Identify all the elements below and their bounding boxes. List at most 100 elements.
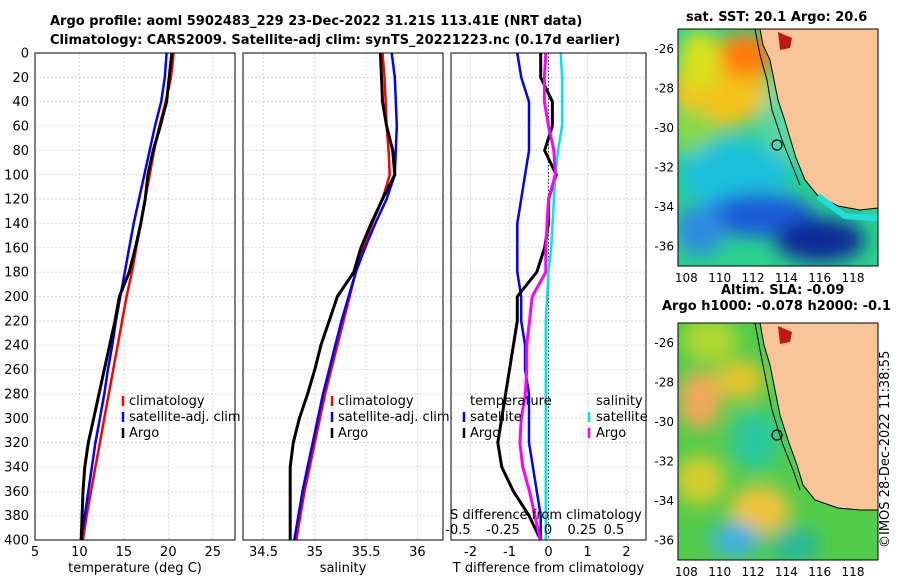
warm-patch bbox=[678, 30, 722, 90]
series-line-s-satellite bbox=[544, 52, 564, 540]
y-tick-label: 320 bbox=[4, 436, 29, 451]
sla-field bbox=[678, 323, 878, 560]
map-y-tick-label: -32 bbox=[654, 454, 674, 468]
map-x-tick-label: 112 bbox=[742, 565, 765, 579]
series-line-argo bbox=[288, 52, 397, 540]
x-tick-label: 5 bbox=[31, 545, 39, 560]
map-y-tick-label: -34 bbox=[654, 494, 674, 508]
sla-map bbox=[677, 322, 879, 561]
y-tick-label: 0 bbox=[21, 47, 29, 62]
x-tick-label: 2 bbox=[622, 545, 630, 560]
x-tick-label: -2 bbox=[464, 545, 477, 560]
figure-title-line1: Argo profile: aoml 5902483_229 23-Dec-20… bbox=[50, 14, 583, 29]
legend-label-t-argo: Argo bbox=[470, 426, 500, 441]
map-x-tick-label: 108 bbox=[675, 271, 698, 285]
map-y-tick-label: -30 bbox=[654, 415, 674, 429]
cold-patch bbox=[678, 205, 725, 255]
sla-patch bbox=[730, 485, 790, 535]
x-axis-label: temperature (deg C) bbox=[68, 561, 202, 576]
salinity-panel: 34.5 35 35.5 36 salinity bbox=[242, 52, 444, 576]
map-y-tick-label: -30 bbox=[654, 121, 674, 135]
sla-patch bbox=[715, 360, 765, 400]
map-x-tick-label: 112 bbox=[742, 271, 765, 285]
plot-frame bbox=[34, 52, 236, 541]
mid-patch bbox=[678, 108, 715, 152]
sla-patch bbox=[678, 370, 722, 430]
y-tick-label: 360 bbox=[4, 485, 29, 500]
map-axes: 108 110 112 114 116 118 -26 -28 -30 -32 -34 -36 108 1… bbox=[654, 42, 864, 579]
legend-label-t-satellite: satellite bbox=[470, 410, 522, 425]
legend-label-s-satellite: satellite bbox=[596, 410, 648, 425]
y-tick-label: 180 bbox=[4, 266, 29, 281]
argo-location-marker bbox=[771, 139, 783, 151]
x-tick-label: 10 bbox=[71, 545, 88, 560]
series-line-satellite-adj-clim bbox=[293, 52, 399, 541]
y-tick-label: 220 bbox=[4, 314, 29, 329]
map-y-tick-label: -34 bbox=[654, 200, 674, 214]
map-y-tick-label: -26 bbox=[654, 42, 674, 56]
legend-label-s-argo: Argo bbox=[596, 426, 626, 441]
x-tick-label: 15 bbox=[116, 545, 133, 560]
legend-label-climatology: climatology bbox=[129, 394, 205, 409]
y-tick-label: 200 bbox=[4, 290, 29, 305]
top-tick-label: -0.5 bbox=[445, 523, 470, 538]
legend-label-climatology: climatology bbox=[338, 394, 414, 409]
sst-field bbox=[678, 29, 878, 262]
legend-label-satellite: satellite-adj. clim bbox=[338, 410, 450, 425]
y-tick-label: 40 bbox=[12, 95, 29, 110]
x-axis-label: salinity bbox=[320, 561, 367, 576]
land-mask bbox=[759, 29, 878, 211]
x-tick-label: 1 bbox=[583, 545, 591, 560]
plot-frame bbox=[450, 52, 647, 541]
plot-frame bbox=[242, 52, 444, 541]
y-tick-label: 80 bbox=[12, 144, 29, 159]
isobath-contour bbox=[754, 29, 801, 186]
legend-title-temperature: temperature bbox=[470, 394, 552, 409]
cold-patch bbox=[775, 218, 865, 262]
map-x-tick-label: 118 bbox=[842, 271, 865, 285]
map-y-tick-label: -32 bbox=[654, 160, 674, 174]
sla-hot-spot bbox=[778, 326, 792, 344]
x-tick-label: 35.5 bbox=[352, 545, 381, 560]
sla-patch bbox=[682, 323, 738, 362]
y-tick-label: 300 bbox=[4, 412, 29, 427]
map-y-tick-label: -36 bbox=[654, 239, 674, 253]
sla-patch bbox=[710, 522, 760, 558]
map-x-tick-label: 108 bbox=[675, 565, 698, 579]
map-x-tick-label: 110 bbox=[708, 565, 731, 579]
y-tick-label: 60 bbox=[12, 120, 29, 135]
warm-patch bbox=[715, 33, 775, 77]
sla-patch bbox=[730, 410, 780, 470]
x-tick-label: -1 bbox=[503, 545, 516, 560]
map-x-tick-label: 116 bbox=[808, 271, 831, 285]
x-tick-label: 0 bbox=[544, 545, 552, 560]
isobath-contour bbox=[754, 323, 801, 491]
y-tick-label: 260 bbox=[4, 363, 29, 378]
hot-spot bbox=[778, 32, 792, 50]
y-tick-label: 340 bbox=[4, 460, 29, 475]
series-line-s-argo bbox=[518, 52, 557, 541]
series-line-t-satellite bbox=[516, 52, 542, 540]
legend-title-salinity: salinity bbox=[596, 394, 643, 409]
y-tick-label: 160 bbox=[4, 241, 29, 256]
y-tick-label: 100 bbox=[4, 168, 29, 183]
series-line-argo bbox=[79, 52, 174, 541]
top-tick-label: 0.25 bbox=[568, 523, 597, 538]
x-tick-label: 34.5 bbox=[249, 545, 278, 560]
y-tick-label: 20 bbox=[12, 71, 29, 86]
sst-map-title: sat. SST: 20.1 Argo: 20.6 bbox=[686, 10, 868, 25]
map-x-tick-label: 114 bbox=[775, 271, 798, 285]
map-x-tick-label: 114 bbox=[775, 565, 798, 579]
difference-legend: temperature satellite Argo salinity sate… bbox=[445, 394, 647, 538]
map-y-tick-label: -26 bbox=[654, 336, 674, 350]
y-tick-label: 280 bbox=[4, 387, 29, 402]
argo-location-marker bbox=[771, 429, 783, 441]
temperature-panel: 0 20 40 60 80 100 120 140 160 180 200 220 240 260 280 3… bbox=[4, 47, 236, 576]
x-tick-label: 35 bbox=[307, 545, 324, 560]
legend-label-argo: Argo bbox=[129, 426, 159, 441]
x-tick-label: 20 bbox=[160, 545, 177, 560]
sst-map bbox=[677, 28, 879, 267]
map-x-tick-label: 118 bbox=[842, 565, 865, 579]
land-mask bbox=[759, 323, 878, 511]
